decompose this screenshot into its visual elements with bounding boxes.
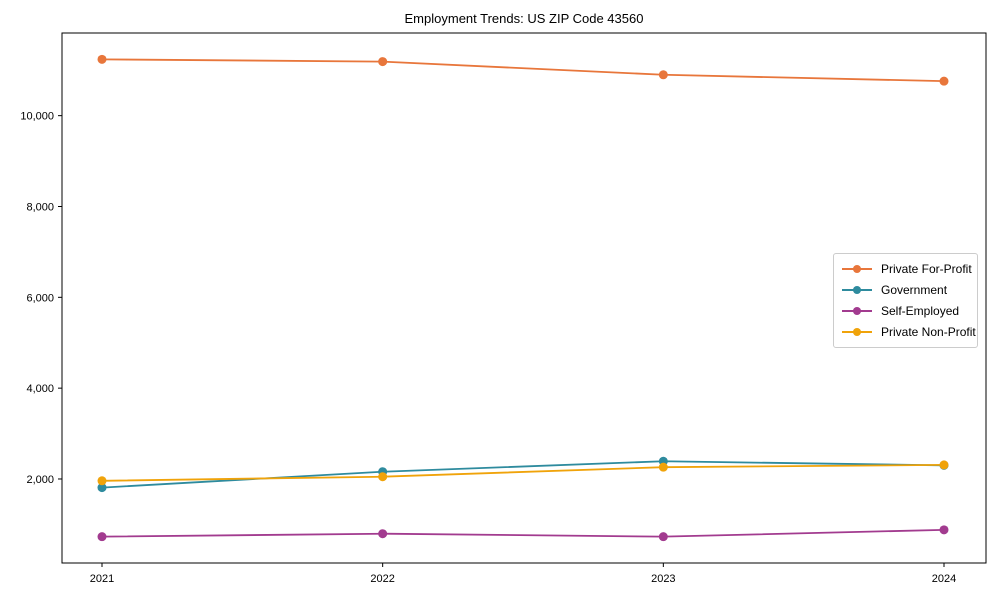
- legend-label: Private For-Profit: [881, 262, 972, 277]
- data-point-private-for-profit-2023: [658, 70, 668, 80]
- legend-label: Private Non-Profit: [881, 324, 976, 339]
- line-dot-marker-icon: [842, 285, 872, 295]
- data-point-private-non-profit-2024: [939, 460, 949, 470]
- data-point-private-non-profit-2023: [658, 462, 668, 472]
- legend-item-private-for-profit: Private For-Profit: [842, 259, 972, 280]
- y-tick-label: 4,000: [26, 383, 54, 395]
- line-dot-marker-icon: [842, 327, 872, 337]
- plot-frame: [61, 32, 987, 564]
- data-point-self-employed-2023: [658, 532, 668, 542]
- data-point-self-employed-2022: [378, 529, 388, 539]
- data-point-private-for-profit-2021: [97, 54, 107, 64]
- data-point-private-non-profit-2021: [97, 476, 107, 486]
- series-line-self-employed: [101, 528, 945, 538]
- chart-title: Employment Trends: US ZIP Code 43560: [404, 11, 644, 26]
- series-line-government: [101, 460, 945, 489]
- y-tick-label: 8,000: [26, 201, 54, 213]
- data-point-private-for-profit-2022: [378, 57, 388, 67]
- data-point-self-employed-2021: [97, 532, 107, 542]
- series-line-private-non-profit: [101, 464, 945, 482]
- legend-item-self-employed: Self-Employed: [842, 301, 969, 322]
- x-tick-label: 2023: [651, 573, 675, 585]
- series-line-private-for-profit: [101, 58, 945, 83]
- line-dot-marker-icon: [842, 264, 872, 274]
- y-tick-label: 10,000: [20, 111, 54, 123]
- data-point-government-2021: [97, 483, 107, 493]
- legend-label: Self-Employed: [881, 303, 960, 318]
- legend-item-private-non-profit: Private Non-Profit: [842, 321, 976, 342]
- data-point-self-employed-2024: [939, 525, 949, 535]
- x-tick-label: 2021: [90, 573, 114, 585]
- data-point-private-non-profit-2022: [378, 472, 388, 482]
- x-tick-label: 2022: [370, 573, 394, 585]
- y-tick-label: 2,000: [26, 474, 54, 486]
- legend-item-government: Government: [842, 280, 969, 301]
- x-tick-label: 2024: [932, 573, 956, 585]
- legend: Private For-Profit Government Self-Emplo…: [833, 253, 978, 348]
- y-tick-label: 6,000: [26, 292, 54, 304]
- legend-label: Government: [881, 283, 948, 298]
- data-point-private-for-profit-2024: [939, 76, 949, 86]
- line-dot-marker-icon: [842, 306, 872, 316]
